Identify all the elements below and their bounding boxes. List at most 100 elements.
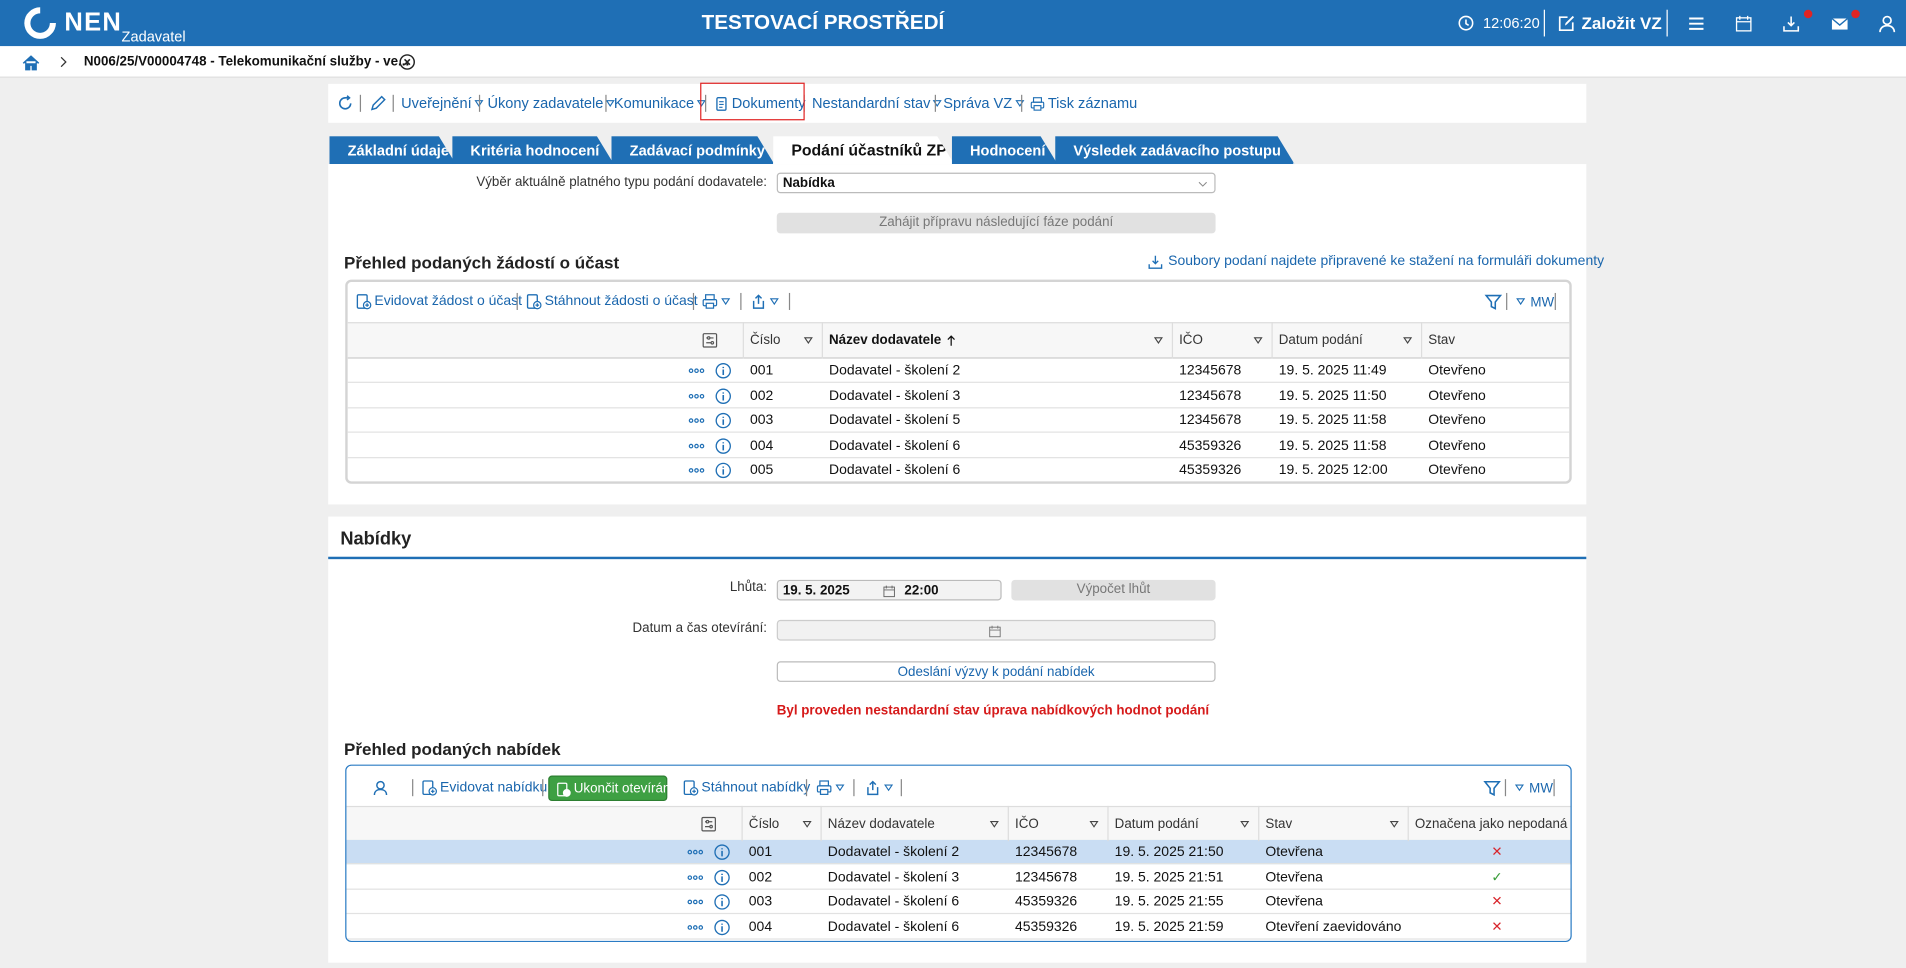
create-icon[interactable] xyxy=(1557,14,1575,32)
dropdown-arrow[interactable] xyxy=(1515,295,1527,307)
download-requests-icon[interactable] xyxy=(525,293,542,310)
print-icon[interactable] xyxy=(701,293,718,310)
select[interactable]: Nabídka xyxy=(777,173,1216,194)
row-info[interactable] xyxy=(715,437,732,454)
row-info[interactable] xyxy=(714,869,731,886)
column-filter[interactable] xyxy=(1388,817,1400,829)
column-filter[interactable] xyxy=(1088,817,1100,829)
calendar-icon[interactable] xyxy=(1735,14,1753,32)
menu-icon[interactable] xyxy=(1687,14,1705,32)
toolbar-item[interactable]: Uveřejnění xyxy=(401,94,472,113)
row-menu[interactable] xyxy=(687,919,704,936)
select-value[interactable]: Nabídka xyxy=(783,174,835,193)
row-info[interactable] xyxy=(715,387,732,404)
toolbar-item[interactable]: Správa VZ xyxy=(943,94,1012,113)
column-header[interactable]: Stav xyxy=(1265,814,1292,833)
files-link[interactable]: Soubory podaní najdete připravené ke sta… xyxy=(1168,252,1604,271)
dropdown-arrow[interactable] xyxy=(1513,782,1525,794)
tab-label[interactable]: Výsledek zadávacího postupu xyxy=(1073,141,1281,160)
column-header[interactable]: Název dodavatele xyxy=(829,331,941,350)
export-icon[interactable] xyxy=(750,293,767,310)
action-button[interactable]: Stáhnout žádosti o účast xyxy=(545,292,698,311)
mw-button[interactable]: MW xyxy=(1530,293,1554,312)
row-info[interactable] xyxy=(715,462,732,479)
date-input[interactable]: 19. 5. 202522:00 xyxy=(777,580,1002,601)
filter-icon[interactable] xyxy=(1483,779,1501,797)
row-menu[interactable] xyxy=(688,462,705,479)
row-info[interactable] xyxy=(715,412,732,429)
column-filter[interactable] xyxy=(802,334,814,346)
button[interactable]: Odeslání výzvy k podání nabídek xyxy=(777,661,1216,682)
row-menu[interactable] xyxy=(687,869,704,886)
button-primary[interactable]: Ukončit otevírání xyxy=(548,776,667,802)
row-menu[interactable] xyxy=(687,844,704,861)
column-settings-icon[interactable] xyxy=(700,815,717,832)
button-label[interactable]: Zahájit přípravu následující fáze podání xyxy=(777,213,1216,232)
action-button[interactable]: Stáhnout nabídky xyxy=(701,778,810,797)
row-info[interactable] xyxy=(715,362,732,379)
toolbar-item[interactable]: Úkony zadavatele xyxy=(487,94,603,113)
button-label[interactable]: Odeslání výzvy k podání nabídek xyxy=(778,662,1214,681)
mw-button[interactable]: MW xyxy=(1529,779,1553,798)
dropdown-arrow[interactable] xyxy=(720,295,732,307)
column-filter[interactable] xyxy=(1152,334,1164,346)
toolbar-item[interactable]: Tisk záznamu xyxy=(1048,94,1137,113)
button-disabled[interactable]: Výpočet lhůt xyxy=(1011,580,1215,601)
add-offer-icon[interactable] xyxy=(421,779,438,796)
filter-icon[interactable] xyxy=(1484,292,1502,310)
row-info[interactable] xyxy=(714,844,731,861)
dropdown-arrow[interactable] xyxy=(834,782,846,794)
row-info[interactable] xyxy=(714,894,731,911)
column-header[interactable]: Datum podání xyxy=(1115,814,1199,833)
download-offers-icon[interactable] xyxy=(682,779,699,796)
button-label[interactable]: Ukončit otevírání xyxy=(574,779,674,798)
column-header[interactable]: Název dodavatele xyxy=(828,814,935,833)
print-icon[interactable] xyxy=(816,779,833,796)
refresh-icon[interactable] xyxy=(337,95,354,112)
tab-label[interactable]: Hodnocení xyxy=(970,141,1045,160)
button-disabled[interactable]: Zahájit přípravu následující fáze podání xyxy=(777,213,1216,234)
tab-label[interactable]: Podání účastníků ZP xyxy=(791,141,946,160)
dropdown-arrow[interactable] xyxy=(768,295,780,307)
column-filter[interactable] xyxy=(1402,334,1414,346)
create-button[interactable]: Založit VZ xyxy=(1581,13,1661,32)
home-icon[interactable] xyxy=(22,53,40,71)
mail-icon[interactable] xyxy=(1831,14,1849,32)
column-header[interactable]: IČO xyxy=(1179,331,1203,350)
tab[interactable]: Zadávací podmínky xyxy=(611,136,774,164)
add-request-icon[interactable] xyxy=(355,293,372,310)
column-filter[interactable] xyxy=(1239,817,1251,829)
column-header[interactable]: Označena jako nepodaná xyxy=(1415,814,1567,833)
column-settings-icon[interactable] xyxy=(701,332,718,349)
tab-label[interactable]: Kritéria hodnocení xyxy=(470,141,599,160)
tab[interactable]: Hodnocení xyxy=(952,136,1058,164)
row-menu[interactable] xyxy=(688,362,705,379)
tab[interactable]: Výsledek zadávacího postupu xyxy=(1055,136,1294,164)
column-header[interactable]: Číslo xyxy=(750,331,780,350)
person-icon[interactable] xyxy=(372,779,389,796)
dropdown-arrow[interactable] xyxy=(882,782,894,794)
tab-active[interactable]: Podání účastníků ZP xyxy=(773,136,954,164)
row-menu[interactable] xyxy=(688,387,705,404)
column-filter[interactable] xyxy=(988,817,1000,829)
tab-label[interactable]: Zadávací podmínky xyxy=(630,141,765,160)
column-header[interactable]: IČO xyxy=(1015,814,1039,833)
row-menu[interactable] xyxy=(688,437,705,454)
column-header[interactable]: Stav xyxy=(1428,331,1455,350)
tab[interactable]: Základní údaje xyxy=(329,136,455,164)
column-filter[interactable] xyxy=(1252,334,1264,346)
column-header[interactable]: Datum podání xyxy=(1279,331,1363,350)
edit-icon[interactable] xyxy=(370,95,387,112)
action-button[interactable]: Evidovat žádost o účast xyxy=(374,292,522,311)
row-info[interactable] xyxy=(714,919,731,936)
row-menu[interactable] xyxy=(687,894,704,911)
download-icon[interactable] xyxy=(1147,253,1163,269)
toolbar-item[interactable]: Nestandardní stav xyxy=(812,94,930,113)
toolbar-item[interactable]: Komunikace xyxy=(614,94,694,113)
action-button[interactable]: Evidovat nabídku xyxy=(440,778,547,797)
user-icon[interactable] xyxy=(1878,14,1896,32)
row-menu[interactable] xyxy=(688,412,705,429)
download-icon[interactable] xyxy=(1782,14,1800,32)
column-filter[interactable] xyxy=(801,817,813,829)
breadcrumb-item[interactable]: N006/25/V00004748 - Telekomunikační služ… xyxy=(84,52,409,71)
